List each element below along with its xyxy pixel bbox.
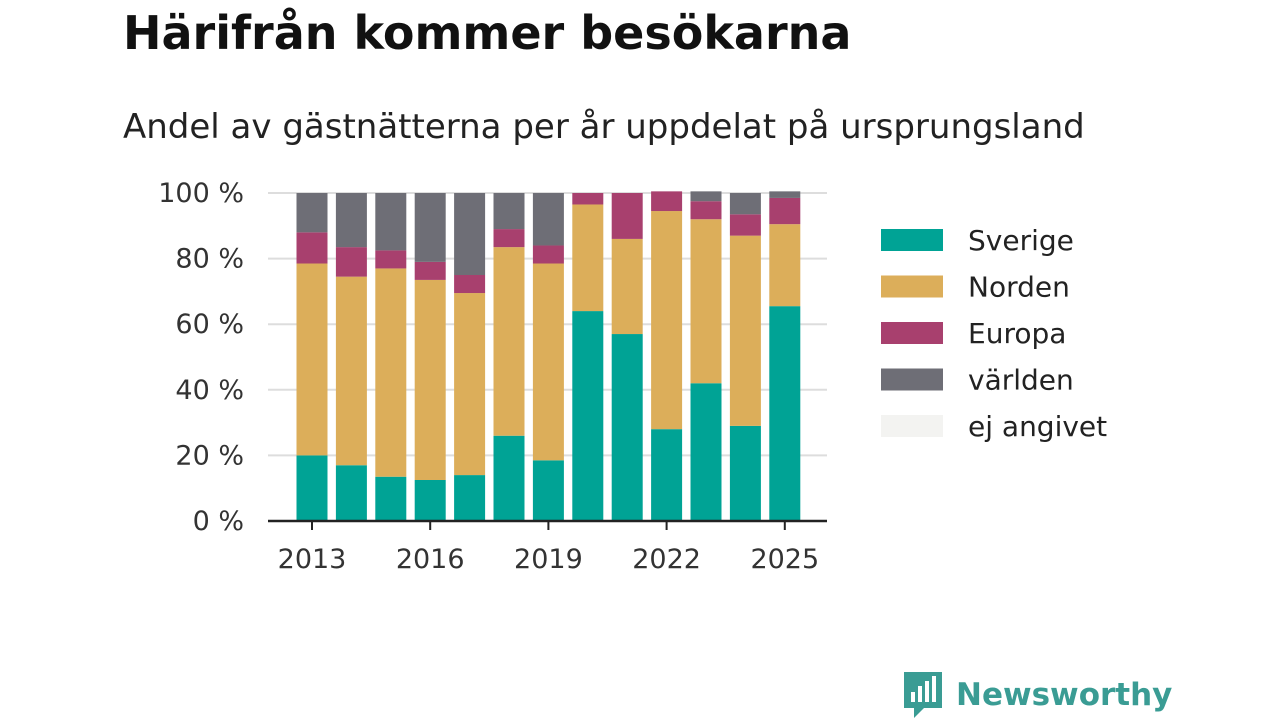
bar-segment (651, 191, 683, 212)
bar-segment (690, 201, 722, 220)
y-tick-label: 40 % (175, 375, 244, 406)
x-tick-label: 2013 (278, 544, 347, 575)
bar-segment (690, 383, 722, 521)
bar-segment (454, 475, 486, 521)
y-tick-label: 20 % (175, 440, 244, 471)
brand-name: Newsworthy (956, 677, 1173, 713)
legend-label: världen (968, 364, 1074, 397)
bar-segment (769, 224, 801, 307)
bar-segment (493, 247, 525, 436)
bar-segment (414, 261, 446, 280)
legend-label: ej angivet (968, 410, 1107, 443)
bar-segment (414, 193, 446, 262)
legend: Sverige Norden Europa världen ej angivet (881, 224, 1107, 443)
brand: Newsworthy (902, 670, 1172, 720)
bar-segment (651, 429, 683, 521)
bar-segment (454, 193, 486, 275)
bar-segment (375, 476, 407, 521)
chart-subtitle: Andel av gästnätterna per år uppdelat på… (123, 107, 1085, 147)
bar-segment (296, 193, 328, 233)
bar-segment (572, 204, 604, 312)
bar-segment (611, 238, 643, 335)
bar-segment (375, 268, 407, 477)
bar-segment (532, 245, 564, 264)
bar-segment (335, 247, 367, 277)
newsworthy-logo-icon (904, 672, 942, 718)
y-tick-label: 80 % (175, 244, 244, 275)
legend-label: Norden (968, 271, 1070, 304)
bar-segment (296, 455, 328, 521)
legend-label: Sverige (968, 224, 1074, 257)
bar-segment (296, 232, 328, 264)
bar-segment (729, 214, 761, 236)
x-tick-label: 2016 (396, 544, 465, 575)
bar-segment (729, 425, 761, 521)
bar-segment (611, 193, 643, 239)
bar-segment (611, 334, 643, 521)
bar-segment (414, 279, 446, 480)
legend-label: Europa (968, 317, 1066, 350)
bar-segment (335, 193, 367, 248)
legend-swatch (881, 368, 943, 391)
axes: 0 % 20 % 40 % 60 % 80 % 100 % 2013 2016 2019 2022… (158, 178, 827, 575)
bar-segment (375, 193, 407, 251)
bar-segment (493, 435, 525, 521)
y-tick-label: 100 % (158, 178, 244, 209)
bar-segment (532, 193, 564, 246)
bar-segment (335, 465, 367, 521)
bar-segment (454, 293, 486, 476)
legend-swatch (881, 322, 943, 344)
bar-segment (769, 191, 801, 198)
bar-segment (769, 306, 801, 521)
bar-segment (493, 229, 525, 248)
bar-segment (414, 480, 446, 521)
bar-segment (729, 193, 761, 215)
bar-segment (690, 191, 722, 202)
bar-segment (729, 235, 761, 426)
x-tick-label: 2022 (632, 544, 701, 575)
legend-swatch (881, 415, 943, 437)
x-tick-label: 2019 (514, 544, 583, 575)
bar-segment (375, 250, 407, 269)
x-tick-label: 2025 (750, 544, 819, 575)
bar-segment (532, 263, 564, 461)
chart-title: Härifrån kommer besökarna (123, 6, 852, 60)
bar-segment (572, 311, 604, 521)
bar-segment (532, 460, 564, 521)
bar-segment (493, 193, 525, 230)
y-tick-label: 0 % (193, 506, 244, 537)
legend-swatch (881, 275, 943, 298)
bar-segment (769, 197, 801, 225)
bar-segment (572, 193, 604, 205)
bar-segment (690, 219, 722, 384)
bar-segment (296, 263, 328, 456)
bar-segment (454, 275, 486, 294)
legend-swatch (881, 229, 943, 251)
y-tick-label: 60 % (175, 309, 244, 340)
bar-segment (335, 276, 367, 466)
bars (296, 191, 801, 521)
bar-segment (651, 211, 683, 430)
